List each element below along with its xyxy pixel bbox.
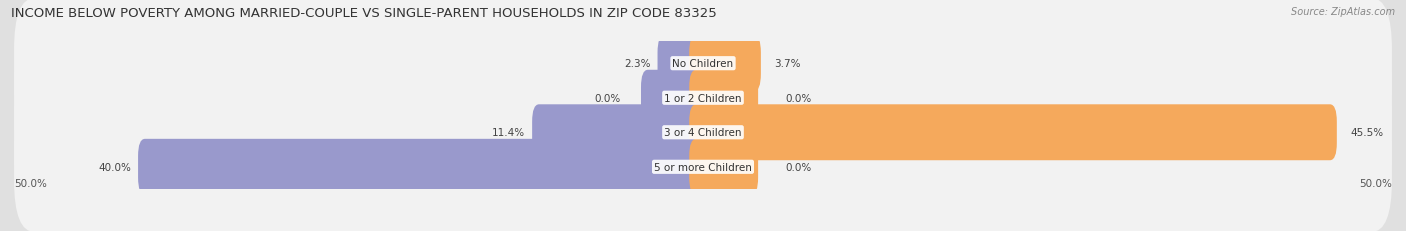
- FancyBboxPatch shape: [14, 33, 1392, 163]
- FancyBboxPatch shape: [689, 105, 1337, 161]
- Text: No Children: No Children: [672, 59, 734, 69]
- FancyBboxPatch shape: [138, 139, 710, 195]
- Text: 2.3%: 2.3%: [624, 59, 651, 69]
- FancyBboxPatch shape: [689, 70, 758, 126]
- Text: 11.4%: 11.4%: [492, 128, 526, 138]
- FancyBboxPatch shape: [14, 68, 1392, 198]
- FancyBboxPatch shape: [641, 70, 710, 126]
- Text: 0.0%: 0.0%: [786, 162, 811, 172]
- Text: 1 or 2 Children: 1 or 2 Children: [664, 93, 742, 103]
- FancyBboxPatch shape: [689, 139, 758, 195]
- Text: 50.0%: 50.0%: [14, 178, 46, 188]
- Text: 3 or 4 Children: 3 or 4 Children: [664, 128, 742, 138]
- Text: 40.0%: 40.0%: [98, 162, 131, 172]
- Text: 0.0%: 0.0%: [786, 93, 811, 103]
- Text: INCOME BELOW POVERTY AMONG MARRIED-COUPLE VS SINGLE-PARENT HOUSEHOLDS IN ZIP COD: INCOME BELOW POVERTY AMONG MARRIED-COUPL…: [11, 7, 717, 20]
- Text: 0.0%: 0.0%: [595, 93, 620, 103]
- Text: 45.5%: 45.5%: [1351, 128, 1384, 138]
- Text: Source: ZipAtlas.com: Source: ZipAtlas.com: [1291, 7, 1395, 17]
- FancyBboxPatch shape: [689, 36, 761, 92]
- FancyBboxPatch shape: [14, 102, 1392, 231]
- Text: 3.7%: 3.7%: [775, 59, 801, 69]
- FancyBboxPatch shape: [658, 36, 710, 92]
- Text: 5 or more Children: 5 or more Children: [654, 162, 752, 172]
- FancyBboxPatch shape: [531, 105, 710, 161]
- FancyBboxPatch shape: [14, 0, 1392, 129]
- Text: 50.0%: 50.0%: [1360, 178, 1392, 188]
